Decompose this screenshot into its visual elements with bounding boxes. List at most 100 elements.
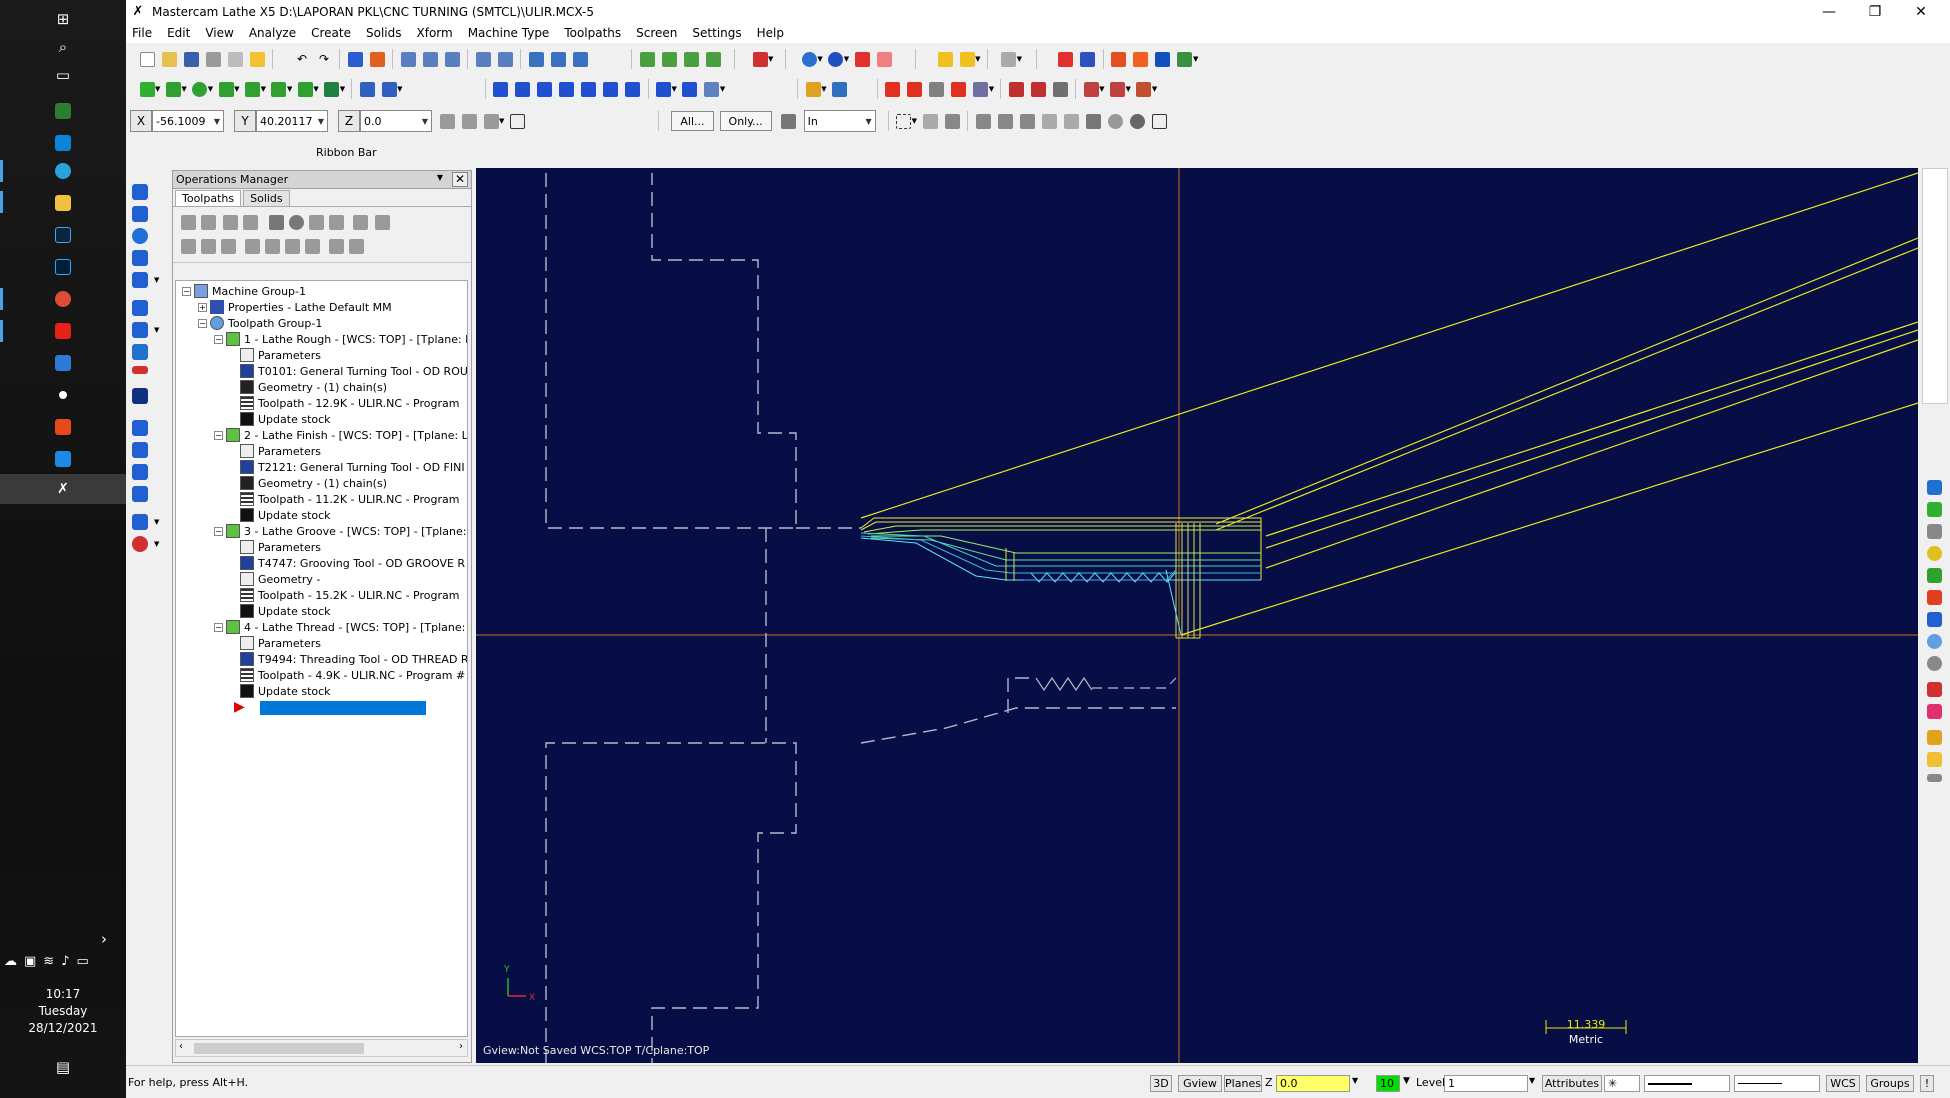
- mrutool-icon-12[interactable]: [1927, 730, 1942, 745]
- chevron-right-icon[interactable]: ›: [101, 930, 107, 948]
- tree-op-3-toolpath[interactable]: Toolpath - 15.2K - ULIR.NC - Program: [240, 587, 459, 603]
- tree-op-1-stock[interactable]: Update stock: [240, 411, 331, 427]
- menu-screen[interactable]: Screen: [636, 26, 678, 40]
- tree-op-4-tool[interactable]: T9494: Threading Tool - OD THREAD R: [240, 651, 467, 667]
- body-select-icon[interactable]: [994, 110, 1016, 132]
- view-top-icon[interactable]: [658, 48, 680, 70]
- xform-scale-icon[interactable]: [556, 78, 578, 100]
- 3d-button[interactable]: 3D: [1150, 1075, 1172, 1092]
- menu-analyze[interactable]: Analyze: [248, 26, 297, 40]
- loop-select-icon[interactable]: [1060, 110, 1082, 132]
- z-coord-input[interactable]: 0.0 ▼: [360, 110, 432, 132]
- verify-op-icon[interactable]: [289, 215, 304, 230]
- line-style-select[interactable]: [1644, 1075, 1730, 1092]
- toolpath-icon-1[interactable]: [132, 184, 148, 200]
- select-only-button[interactable]: Only...: [719, 111, 772, 131]
- tree-toolpath-group[interactable]: − Toolpath Group-1: [198, 316, 323, 330]
- office-icon[interactable]: [50, 414, 76, 440]
- surface-icon[interactable]: [321, 78, 343, 100]
- solid-select-icon[interactable]: [941, 110, 963, 132]
- groups-icon[interactable]: [1108, 48, 1130, 70]
- mrutool-icon-13[interactable]: [1927, 752, 1942, 767]
- lathe-misc-icon[interactable]: [1080, 78, 1102, 100]
- drill-icon[interactable]: [802, 78, 824, 100]
- regen-all-icon[interactable]: [223, 215, 238, 230]
- edge-select-icon[interactable]: [1016, 110, 1038, 132]
- task-view-icon[interactable]: ▭: [55, 66, 71, 84]
- chrome-icon[interactable]: [50, 286, 76, 312]
- menu-settings[interactable]: Settings: [692, 26, 742, 40]
- zoom-in-icon[interactable]: [494, 48, 516, 70]
- toolpath-icon-6[interactable]: [132, 300, 148, 316]
- lathe-stock-icon[interactable]: [653, 78, 675, 100]
- insert-position-highlight[interactable]: [260, 701, 426, 715]
- file-explorer-icon[interactable]: [50, 190, 76, 216]
- lathe-c-axis-icon[interactable]: [1106, 78, 1128, 100]
- tree-op-4-params[interactable]: Parameters: [240, 635, 321, 651]
- menu-solids[interactable]: Solids: [366, 26, 402, 40]
- xform-rotate-icon[interactable]: [534, 78, 556, 100]
- y-coord-input[interactable]: 40.20117 ▼: [256, 110, 328, 132]
- groups-button[interactable]: Groups: [1866, 1075, 1914, 1092]
- y-coord-label[interactable]: Y: [234, 110, 256, 132]
- save-icon[interactable]: [180, 48, 202, 70]
- rectangle-icon[interactable]: [215, 78, 237, 100]
- xform-array-icon[interactable]: [622, 78, 644, 100]
- help-question-icon[interactable]: [506, 110, 528, 132]
- level-input[interactable]: 1: [1444, 1075, 1528, 1092]
- toolpath-icon-15[interactable]: [132, 514, 148, 530]
- tab-solids[interactable]: Solids: [243, 190, 290, 206]
- tree-op-3-tool[interactable]: T4747: Grooving Tool - OD GROOVE R: [240, 555, 465, 571]
- measure-icon[interactable]: [956, 48, 978, 70]
- toolpath-icon-12[interactable]: [132, 442, 148, 458]
- notification-icon[interactable]: ▤: [55, 1058, 71, 1076]
- open-file-icon[interactable]: [158, 48, 180, 70]
- face-select-icon[interactable]: [972, 110, 994, 132]
- chevron-down-icon[interactable]: ▼: [1529, 1076, 1536, 1085]
- analyze-icon[interactable]: [934, 48, 956, 70]
- toolpath-icon-2[interactable]: [132, 206, 148, 222]
- telegram-icon[interactable]: [50, 158, 76, 184]
- solid-shade-icon[interactable]: [851, 48, 873, 70]
- level-manager-icon[interactable]: [1077, 48, 1099, 70]
- wcs-button[interactable]: WCS: [1826, 1075, 1860, 1092]
- mastercam-taskbar-icon[interactable]: ✗: [0, 474, 126, 504]
- show-all-icon[interactable]: [349, 239, 364, 254]
- chamfer-icon[interactable]: [268, 78, 290, 100]
- menu-help[interactable]: Help: [756, 26, 784, 40]
- move-icon[interactable]: [344, 48, 366, 70]
- vscode-icon[interactable]: [50, 446, 76, 472]
- line-icon[interactable]: [162, 78, 184, 100]
- mrutool-icon-2[interactable]: [1927, 502, 1942, 517]
- lock-icon[interactable]: [181, 239, 196, 254]
- tree-op-2[interactable]: −2 - Lathe Finish - [WCS: TOP] - [Tplane…: [214, 427, 467, 443]
- context-help-icon[interactable]: [1055, 48, 1077, 70]
- selection-mode-select[interactable]: In ▼: [803, 110, 876, 132]
- toolpath-icon-8[interactable]: [132, 344, 148, 360]
- toolpath-icon-14[interactable]: [132, 486, 148, 502]
- wireframe-icon[interactable]: [798, 48, 820, 70]
- color-box[interactable]: 10: [1376, 1075, 1400, 1092]
- mrutool-icon-6[interactable]: [1927, 590, 1942, 605]
- tree-op-1-geometry[interactable]: Geometry - (1) chain(s): [240, 379, 387, 395]
- lathe-finish-icon[interactable]: [926, 78, 948, 100]
- move-up-icon[interactable]: [265, 239, 280, 254]
- arc-icon[interactable]: [189, 78, 211, 100]
- verify-select-icon[interactable]: [1082, 110, 1104, 132]
- xform-mirror-icon[interactable]: [512, 78, 534, 100]
- onedrive-icon[interactable]: ☁: [4, 954, 17, 969]
- app-icon-3[interactable]: [50, 382, 76, 408]
- app-icon-2[interactable]: [50, 350, 76, 376]
- volume-icon[interactable]: ♪: [61, 954, 70, 969]
- end-select-icon[interactable]: [1126, 110, 1148, 132]
- simulate-icon[interactable]: [569, 48, 591, 70]
- lathe-drill-icon[interactable]: [1027, 78, 1049, 100]
- translucency-icon[interactable]: [873, 48, 895, 70]
- shift-icon[interactable]: [829, 78, 851, 100]
- tree-op-2-params[interactable]: Parameters: [240, 443, 321, 459]
- mrutool-icon-7[interactable]: [1927, 612, 1942, 627]
- meet-icon[interactable]: ▣: [24, 954, 37, 969]
- xform-project-icon[interactable]: [600, 78, 622, 100]
- menu-machine-type[interactable]: Machine Type: [467, 26, 550, 40]
- zoom-target-icon[interactable]: [441, 48, 463, 70]
